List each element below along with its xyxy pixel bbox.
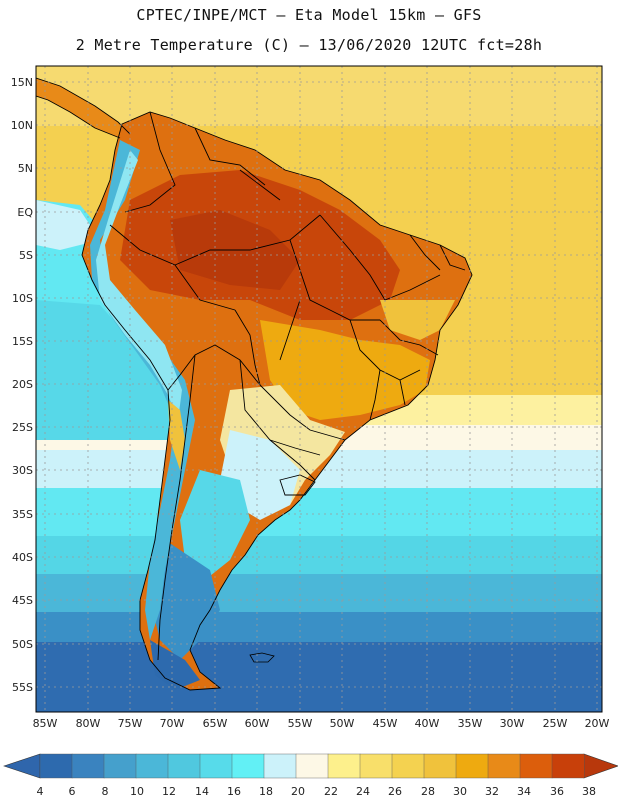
lon-label: 65W <box>203 717 228 730</box>
colorbar-swatch <box>423 753 457 779</box>
colorbar-label: 36 <box>550 785 564 798</box>
central-argentina <box>180 470 250 580</box>
tierra-del-fuego <box>150 640 200 690</box>
colorbar-label: 30 <box>453 785 467 798</box>
lat-label: 20S <box>12 378 33 391</box>
lon-label: 80W <box>76 717 101 730</box>
colorbar-swatch <box>71 753 105 779</box>
colorbar-label: 24 <box>356 785 370 798</box>
lon-label: 50W <box>330 717 355 730</box>
colorbar-swatch <box>231 753 265 779</box>
colorbar-label: 4 <box>37 785 44 798</box>
colorbar-label: 14 <box>195 785 209 798</box>
lat-label: 40S <box>12 551 33 564</box>
colorbar-swatch <box>455 753 489 779</box>
lat-label: EQ <box>17 206 33 219</box>
lon-label: 60W <box>245 717 270 730</box>
lon-label: 40W <box>415 717 440 730</box>
colorbar-label: 6 <box>69 785 76 798</box>
lat-lon-grid <box>36 66 602 712</box>
map-subtitle: 2 Metre Temperature (C) – 13/06/2020 12U… <box>75 36 543 54</box>
colorbar-swatch <box>359 753 393 779</box>
political-borders <box>36 77 473 691</box>
lon-label: 25W <box>543 717 568 730</box>
lon-label: 70W <box>160 717 185 730</box>
colorbar-swatch <box>199 753 233 779</box>
colorbar-swatch <box>551 753 585 779</box>
lon-label: 85W <box>33 717 58 730</box>
colorbar-swatch <box>327 753 361 779</box>
colorbar-label: 10 <box>130 785 144 798</box>
colorbar-label: 12 <box>162 785 176 798</box>
latitude-axis: 15N 10N 5N EQ 5S 10S 15S 20S 25S 30S 35S… <box>11 76 34 694</box>
pacific-equatorial-zone <box>36 200 100 250</box>
patagonia-region <box>150 540 220 660</box>
andes-high-peaks <box>96 150 182 420</box>
pacific-cooler-zone <box>36 300 180 440</box>
colorbar-high-arrow <box>583 753 618 779</box>
lon-label: 35W <box>458 717 483 730</box>
lat-label: 55S <box>12 681 33 694</box>
lat-label: 10N <box>11 119 33 132</box>
northeast-brazil <box>380 300 455 340</box>
andes-mountains <box>90 140 195 640</box>
map-frame <box>35 65 603 713</box>
colorbar-label: 22 <box>324 785 338 798</box>
map-plot-area <box>36 66 602 712</box>
lon-label: 30W <box>500 717 525 730</box>
colorbar-swatch <box>519 753 553 779</box>
ocean-band-12c <box>36 574 602 614</box>
colorbar-label: 38 <box>582 785 596 798</box>
lon-label: 20W <box>585 717 610 730</box>
colorbar-swatch <box>135 753 169 779</box>
colorbar-swatch <box>391 753 425 779</box>
ocean-band-south <box>36 642 602 712</box>
lat-label: 5N <box>18 162 33 175</box>
brazil-plateau <box>260 320 430 420</box>
lat-label: 25S <box>12 421 33 434</box>
colorbar: 4 6 8 10 12 14 16 18 20 22 24 26 28 30 3… <box>3 753 618 798</box>
colorbar-swatch <box>295 753 329 779</box>
colorbar-label: 16 <box>227 785 241 798</box>
ocean-band-14c <box>36 536 602 576</box>
colorbar-swatch <box>167 753 201 779</box>
colorbar-low-arrow <box>3 753 41 779</box>
colorbar-label: 34 <box>517 785 531 798</box>
lon-label: 75W <box>118 717 143 730</box>
colorbar-label: 32 <box>485 785 499 798</box>
lon-label: 45W <box>373 717 398 730</box>
map-title: CPTEC/INPE/MCT – Eta Model 15km – GFS <box>136 6 482 24</box>
colorbar-swatch <box>487 753 521 779</box>
colorbar-label: 20 <box>291 785 305 798</box>
lat-label: 50S <box>12 638 33 651</box>
colorbar-swatch <box>263 753 297 779</box>
lat-label: 35S <box>12 508 33 521</box>
lat-label: 45S <box>12 594 33 607</box>
colorbar-label: 8 <box>102 785 109 798</box>
lat-label: 15S <box>12 335 33 348</box>
falkland-islands <box>249 652 275 663</box>
lat-label: 30S <box>12 464 33 477</box>
colorbar-label: 28 <box>421 785 435 798</box>
colorbar-swatch <box>103 753 137 779</box>
colorbar-swatch <box>39 753 73 779</box>
atacama-coast <box>168 400 185 470</box>
ocean-band-caribbean <box>36 66 602 126</box>
ocean-band-16c <box>36 488 602 538</box>
lat-label: 5S <box>19 249 33 262</box>
colorbar-label: 26 <box>388 785 402 798</box>
ocean-band-10c <box>36 612 602 644</box>
longitude-axis: 85W 80W 75W 70W 65W 60W 55W 50W 45W 40W … <box>33 717 610 730</box>
colorbar-boxes <box>39 753 585 779</box>
lat-label: 10S <box>12 292 33 305</box>
colorbar-labels: 4 6 8 10 12 14 16 18 20 22 24 26 28 30 3… <box>37 785 597 798</box>
central-america-land <box>36 78 130 138</box>
colorbar-label: 18 <box>259 785 273 798</box>
lon-label: 55W <box>288 717 313 730</box>
lat-label: 15N <box>11 76 33 89</box>
